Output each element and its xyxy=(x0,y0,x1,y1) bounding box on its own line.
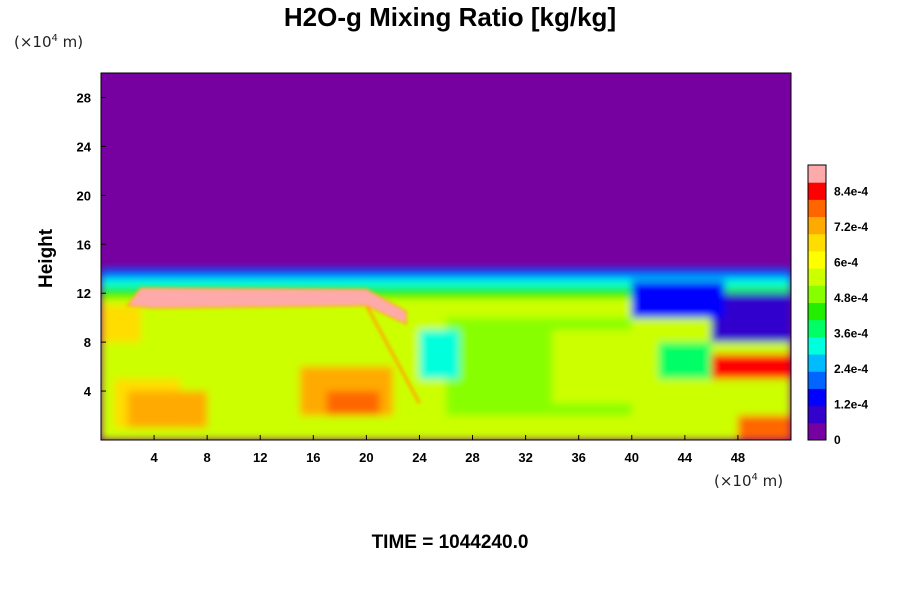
colorbar-swatch xyxy=(808,250,826,269)
field-region xyxy=(127,391,208,428)
colorbar-swatch xyxy=(808,199,826,218)
plot-area xyxy=(101,73,791,440)
x-tick-label: 48 xyxy=(731,450,745,465)
field-region xyxy=(737,415,791,440)
colorbar-swatch xyxy=(808,319,826,338)
field-region xyxy=(711,354,791,379)
colorbar-swatch xyxy=(808,422,826,441)
field-region xyxy=(326,391,380,416)
colorbar-tick-label: 0 xyxy=(834,433,841,447)
chart-title: H2O-g Mixing Ratio [kg/kg] xyxy=(283,2,617,32)
field-region xyxy=(101,305,141,343)
y-axis: 4 8 12 16 20 24 28 xyxy=(77,90,106,399)
plot-frame xyxy=(100,72,792,441)
colorbar-swatch xyxy=(808,388,826,407)
field-region xyxy=(365,304,421,405)
colorbar-swatch xyxy=(808,285,826,303)
x-tick-label: 24 xyxy=(412,450,427,465)
x-tick-label: 32 xyxy=(518,450,532,465)
y-axis-unit: (×104 m) xyxy=(14,33,84,51)
colorbar-tick-label: 3.6e-4 xyxy=(834,327,868,341)
colorbar-swatch xyxy=(808,405,826,424)
field-region xyxy=(419,329,460,379)
colorbar-swatch xyxy=(808,165,826,183)
colorbar-tick-label: 4.8e-4 xyxy=(834,291,868,305)
y-tick-label: 16 xyxy=(77,237,91,252)
field-region xyxy=(125,287,408,326)
colorbar-frame xyxy=(807,164,827,441)
x-tick-label: 20 xyxy=(359,450,373,465)
y-tick-label: 20 xyxy=(77,188,91,203)
colorbar-tick-label: 6e-4 xyxy=(834,256,858,270)
x-tick-label: 36 xyxy=(571,450,585,465)
colorbar-swatch xyxy=(808,336,826,355)
x-axis: 4 8 12 16 20 24 28 32 36 40 44 48 xyxy=(150,435,745,465)
x-tick-label: 12 xyxy=(253,450,267,465)
y-tick-label: 4 xyxy=(84,384,92,399)
y-tick-label: 12 xyxy=(77,286,91,301)
field-region xyxy=(631,280,725,318)
colorbar: 0 1.2e-4 2.4e-4 3.6e-4 4.8e-4 6e-4 7.2e-4 8.4e-… xyxy=(807,164,868,447)
colorbar-tick-label: 1.2e-4 xyxy=(834,398,868,412)
colorbar-swatch xyxy=(808,216,826,235)
colorbar-swatch xyxy=(808,182,826,200)
x-tick-label: 4 xyxy=(150,450,158,465)
colorbar-swatch xyxy=(808,268,826,286)
x-tick-label: 28 xyxy=(465,450,479,465)
x-axis-unit: (×104 m) xyxy=(714,472,784,490)
y-tick-label: 24 xyxy=(77,139,92,154)
colorbar-tick-label: 2.4e-4 xyxy=(834,362,868,376)
colorbar-tick-label: 7.2e-4 xyxy=(834,220,868,234)
x-tick-label: 16 xyxy=(306,450,320,465)
y-tick-label: 28 xyxy=(77,90,91,105)
colorbar-swatch xyxy=(808,233,826,252)
x-tick-label: 40 xyxy=(625,450,639,465)
colorbar-swatch xyxy=(808,371,826,389)
x-tick-label: 44 xyxy=(678,450,693,465)
colorbar-swatch xyxy=(808,302,826,321)
colorbar-tick-label: 8.4e-4 xyxy=(834,185,868,199)
field-region xyxy=(711,293,791,343)
field-region xyxy=(658,342,712,379)
plume-cap xyxy=(125,287,421,405)
y-tick-label: 8 xyxy=(84,335,91,350)
time-label: TIME = 1044240.0 xyxy=(371,532,529,553)
colorbar-swatch xyxy=(808,354,826,372)
x-tick-label: 8 xyxy=(204,450,211,465)
